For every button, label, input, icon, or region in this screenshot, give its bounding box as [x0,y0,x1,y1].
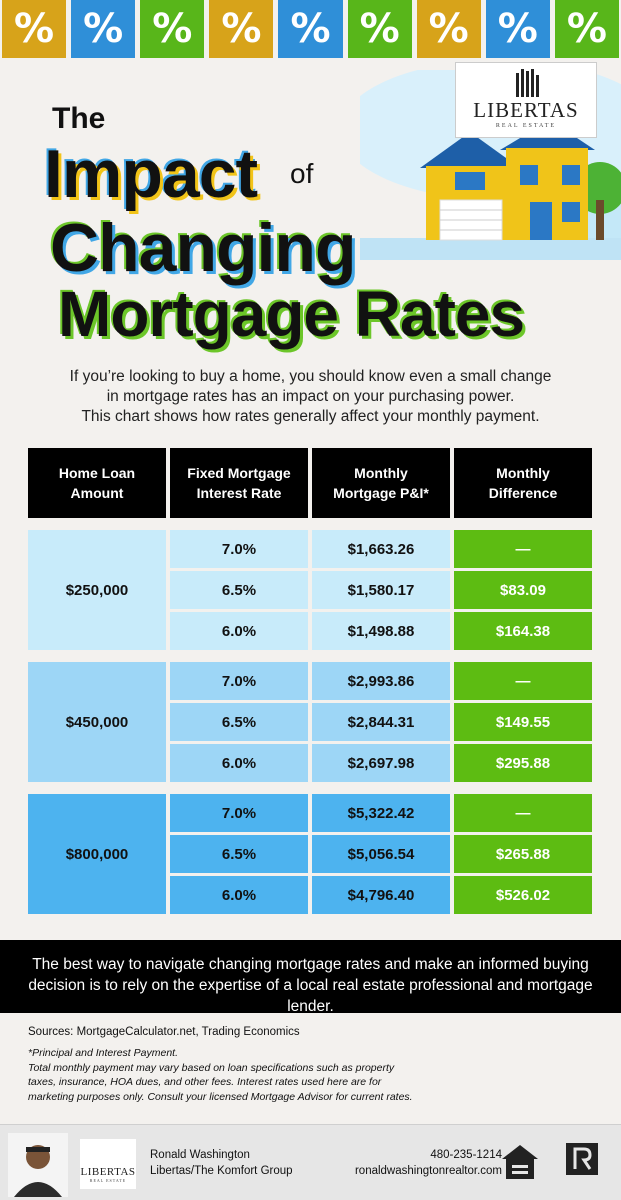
agent-phone[interactable]: 480-235-1214 [430,1149,502,1161]
header-interest-rate: Fixed Mortgage Interest Rate [170,448,308,518]
table-row: 6.5% $1,580.17 $83.09 [170,571,594,609]
percent-tile: % [2,0,67,58]
percent-tile: % [554,0,619,58]
disclaimer-notes: *Principal and Interest Payment. Total m… [28,1046,498,1104]
monthly-difference-cell: $83.09 [454,571,592,609]
interest-rate-cell: 6.0% [170,744,308,782]
interest-rate-cell: 7.0% [170,530,308,568]
advice-banner: The best way to navigate changing mortga… [0,940,621,1015]
libertas-logo: LIBERTAS REAL ESTATE [455,62,597,138]
monthly-difference-cell: $295.88 [454,744,592,782]
home-loan-amount: $800,000 [28,794,166,914]
loan-group: $250,000 7.0% $1,663.26—6.5% $1,580.17 $83.0… [28,530,594,650]
interest-rate-cell: 6.5% [170,835,308,873]
percent-tiles-strip: %%%%%%%%% [0,0,621,62]
header-monthly-difference: Monthly Difference [454,448,592,518]
note-line: taxes, insurance, HOA dues, and other fe… [28,1076,382,1088]
table-row: 6.0% $1,498.88 $164.38 [170,612,594,650]
note-line: *Principal and Interest Payment. [28,1047,178,1059]
logo-subtitle-small: REAL ESTATE [89,1178,127,1183]
loan-group: $800,000 7.0% $5,322.42—6.5% $5,056.54 $265.… [28,794,594,914]
agent-website-link[interactable]: ronaldwashingtonrealtor.com [354,1165,502,1177]
agent-footer: LIBERTAS REAL ESTATE Ronald Washington L… [0,1124,621,1200]
table-row: 7.0% $2,993.86— [170,662,594,700]
interest-rate-cell: 6.0% [170,876,308,914]
table-row: 6.0% $2,697.98 $295.88 [170,744,594,782]
interest-rate-cell: 6.5% [170,703,308,741]
table-row: 6.5% $2,844.31 $149.55 [170,703,594,741]
interest-rate-cell: 6.5% [170,571,308,609]
monthly-difference-cell: $526.02 [454,876,592,914]
note-line: marketing purposes only. Consult your li… [28,1090,413,1103]
headline-changing: Changing [50,210,357,286]
headline-mortgage-rates: Mortgage Rates [58,278,525,350]
monthly-pi-cell: $1,498.88 [312,612,450,650]
table-row: 7.0% $1,663.26— [170,530,594,568]
header-monthly-pi: Monthly Mortgage P&I* [312,448,450,518]
interest-rate-cell: 7.0% [170,662,308,700]
agent-company: Libertas/The Komfort Group [150,1165,293,1177]
monthly-difference-cell: $149.55 [454,703,592,741]
logo-name-small: LIBERTAS [80,1166,136,1178]
table-row: 6.0% $4,796.40 $526.02 [170,876,594,914]
intro-line: If you’re looking to buy a home, you sho… [69,368,552,385]
home-loan-amount: $250,000 [28,530,166,650]
monthly-pi-cell: $5,322.42 [312,794,450,832]
equal-housing-opportunity-icon [502,1145,538,1179]
banner-line: The best way to navigate changing mortga… [32,956,589,973]
percent-tile: % [485,0,550,58]
monthly-difference-cell: $164.38 [454,612,592,650]
headline-the: The [52,102,106,135]
percent-tile: % [347,0,412,58]
libertas-logo-small: LIBERTAS REAL ESTATE [80,1139,136,1189]
monthly-pi-cell: $2,697.98 [312,744,450,782]
banner-line: decision is to rely on the expertise of … [28,977,593,1015]
agent-photo [8,1133,68,1197]
percent-tile: % [209,0,274,58]
loan-group: $450,000 7.0% $2,993.86—6.5% $2,844.31 $149.… [28,662,594,782]
table-row: 6.5% $5,056.54 $265.88 [170,835,594,873]
monthly-difference-cell: — [454,794,592,832]
percent-tile: % [140,0,205,58]
interest-rate-cell: 7.0% [170,794,308,832]
table-row: 7.0% $5,322.42— [170,794,594,832]
intro-line: This chart shows how rates generally aff… [81,408,540,425]
agent-contact: 480-235-1214 ronaldwashingtonrealtor.com [318,1147,502,1179]
header-home-loan-amount: Home Loan Amount [28,448,166,518]
monthly-pi-cell: $1,580.17 [312,571,450,609]
building-columns-icon [516,69,539,97]
table-header: Home Loan Amount Fixed Mortgage Interest R… [28,448,594,518]
agent-name: Ronald Washington [150,1149,250,1161]
monthly-difference-cell: — [454,530,592,568]
agent-info: Ronald Washington Libertas/The Komfort G… [150,1147,293,1179]
percent-tile: % [71,0,136,58]
monthly-difference-cell: — [454,662,592,700]
note-line: Total monthly payment may vary based on … [28,1061,395,1074]
headline-of: of [290,158,314,189]
monthly-pi-cell: $2,993.86 [312,662,450,700]
logo-subtitle: REAL ESTATE [495,123,557,129]
realtor-icon [566,1143,598,1175]
home-loan-amount: $450,000 [28,662,166,782]
monthly-pi-cell: $4,796.40 [312,876,450,914]
monthly-difference-cell: $265.88 [454,835,592,873]
sources-text: Sources: MortgageCalculator.net, Trading… [28,1026,300,1038]
intro-line: in mortgage rates has an impact on your … [106,388,515,405]
monthly-pi-cell: $2,844.31 [312,703,450,741]
monthly-pi-cell: $1,663.26 [312,530,450,568]
mortgage-rate-table: Home Loan Amount Fixed Mortgage Interest R… [28,448,594,914]
interest-rate-cell: 6.0% [170,612,308,650]
intro-text: If you’re looking to buy a home, you sho… [20,367,601,427]
monthly-pi-cell: $5,056.54 [312,835,450,873]
percent-tile: % [416,0,481,58]
percent-tile: % [278,0,343,58]
headline-impact: Impact [44,136,258,212]
logo-name: LIBERTAS [473,98,579,122]
